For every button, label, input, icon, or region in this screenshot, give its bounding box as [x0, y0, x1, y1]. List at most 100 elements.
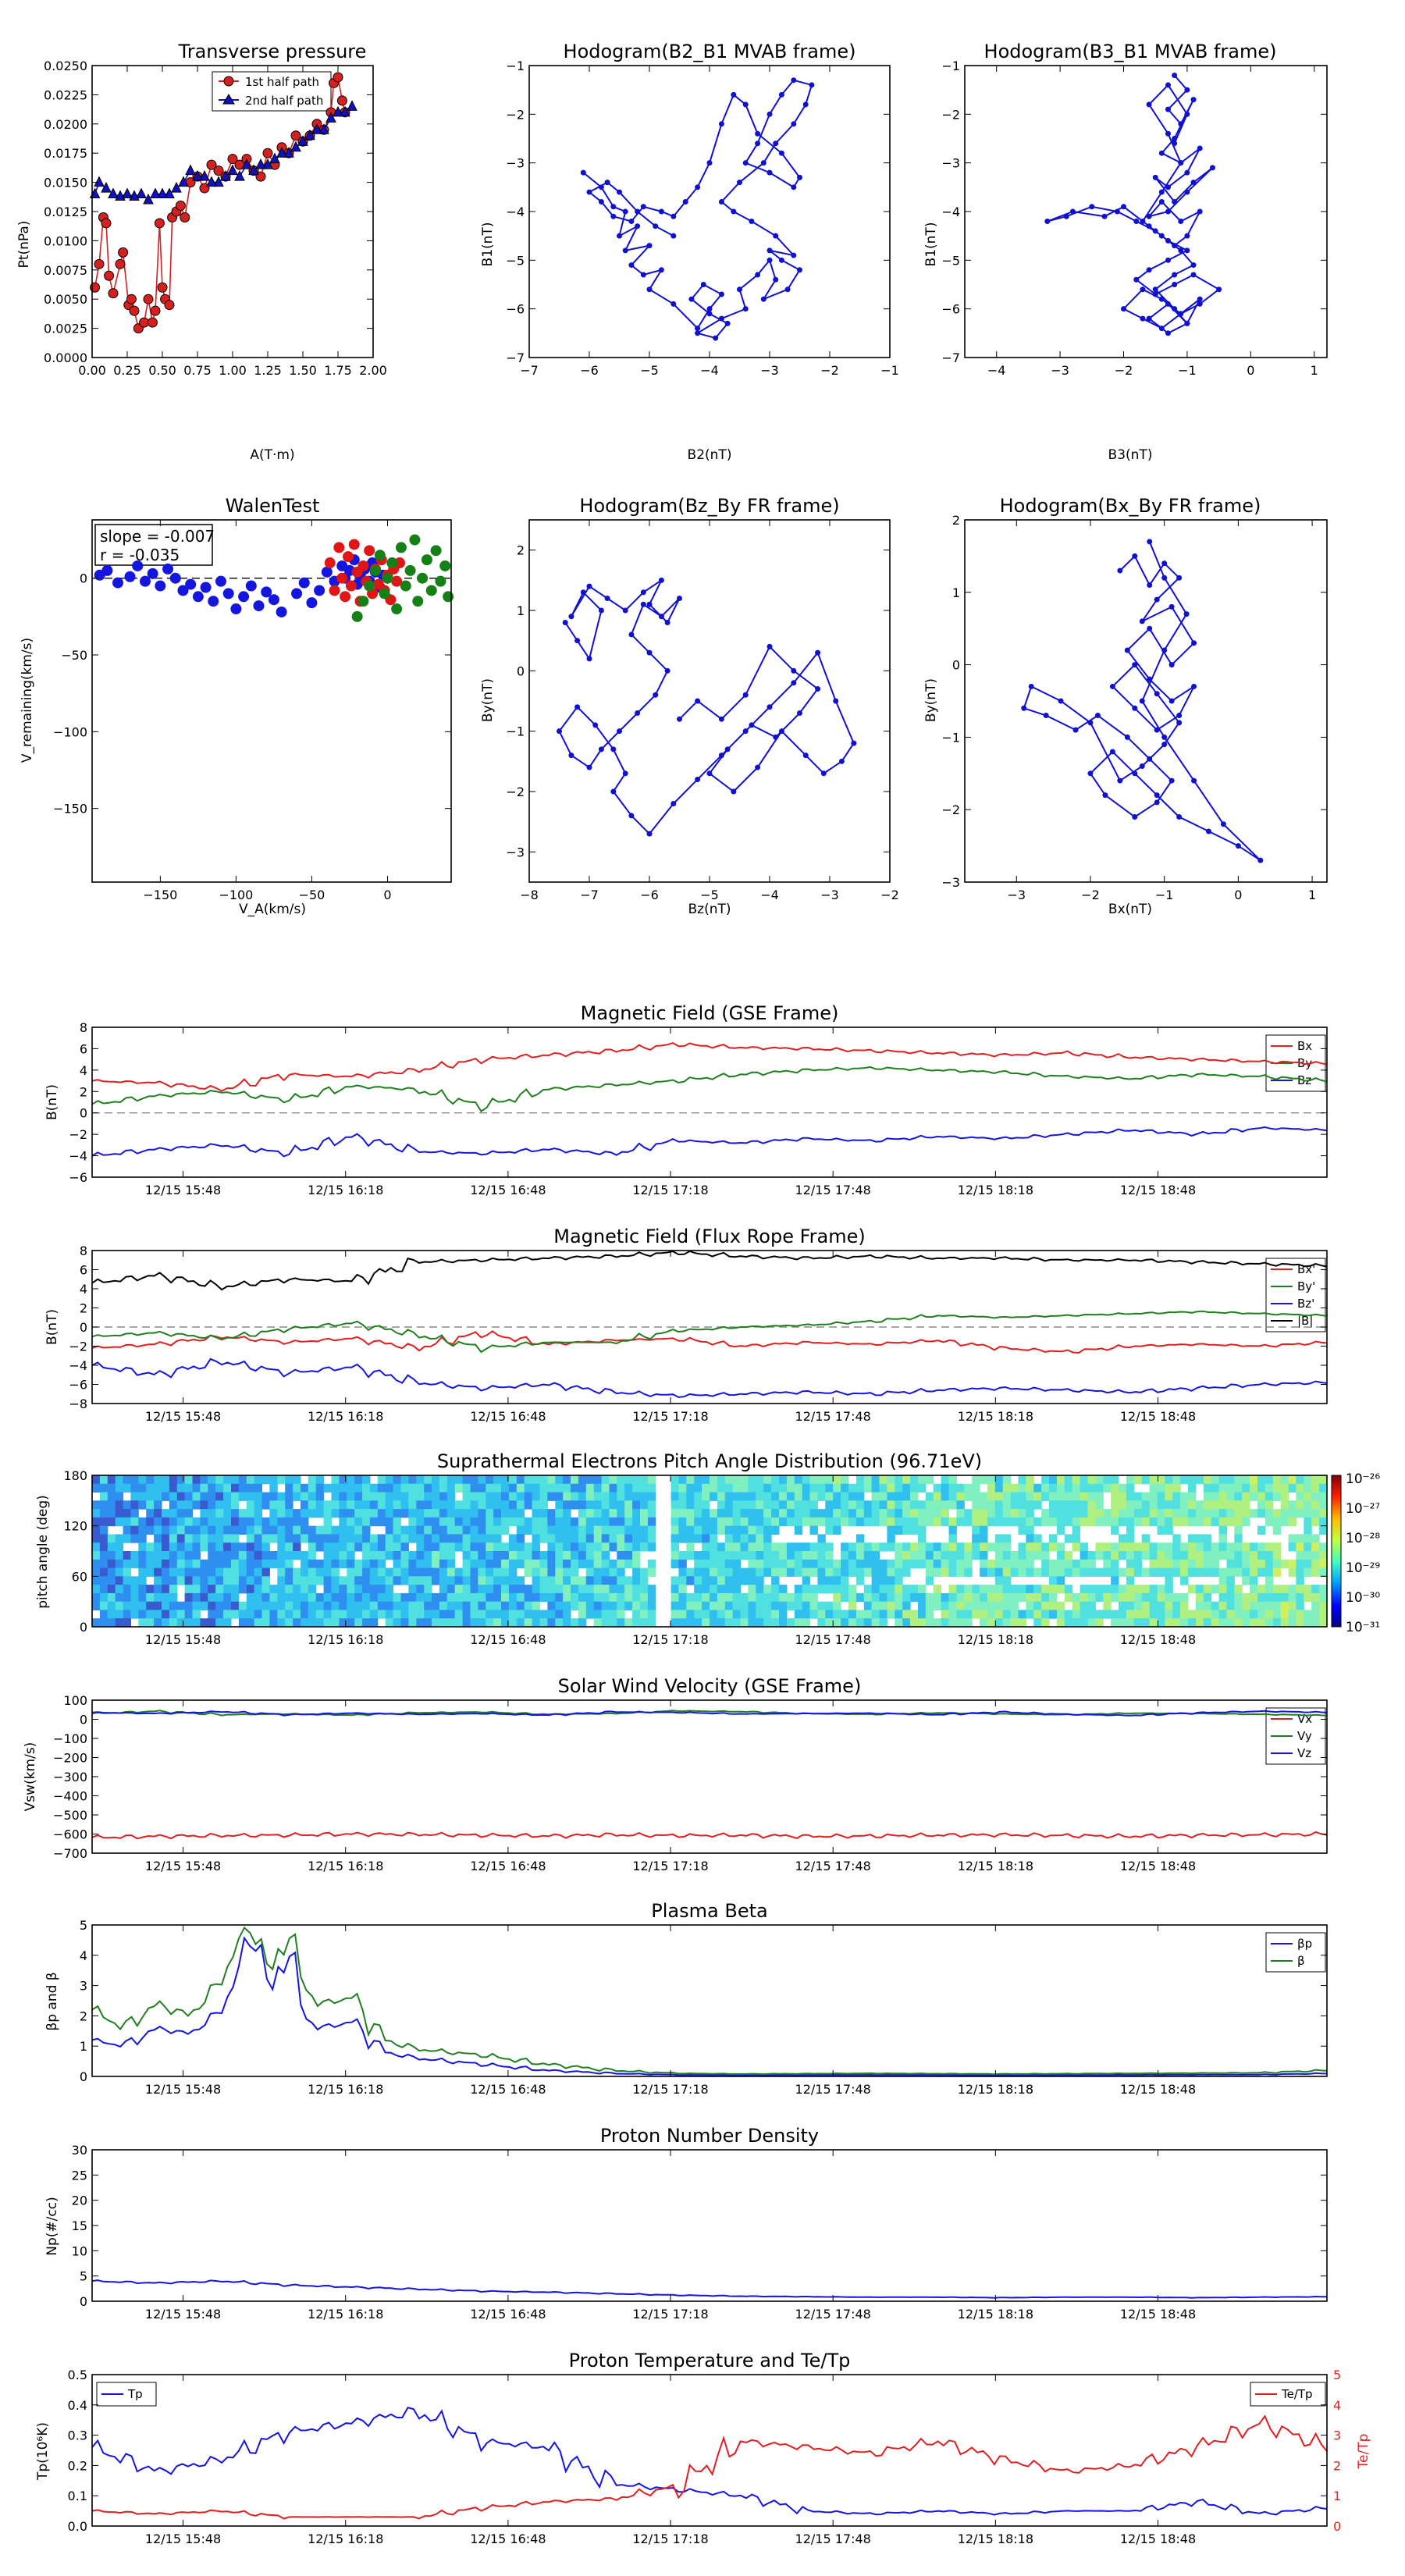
pad-cell: [362, 1567, 371, 1577]
mag-gse-ytick-label: 4: [80, 1063, 87, 1078]
pad-cell: [1141, 1610, 1151, 1619]
pad-cell: [724, 1517, 734, 1527]
hodo-b2-b1-point: [784, 286, 791, 293]
pad-cell: [246, 1610, 255, 1619]
pad-cell: [184, 1475, 193, 1485]
pad-cell: [1064, 1567, 1073, 1577]
pad-cell: [354, 1585, 363, 1594]
pad-cell: [1226, 1567, 1235, 1577]
hodo-b2-b1-point: [742, 160, 749, 166]
pad-cell: [293, 1517, 301, 1527]
pad-cell: [678, 1592, 687, 1603]
pad-cell: [115, 1483, 124, 1493]
pad-cell: [462, 1576, 471, 1585]
pad-cell: [362, 1576, 371, 1585]
pad-cell: [1319, 1601, 1328, 1610]
pad-cell: [454, 1610, 464, 1619]
pad-cell: [347, 1542, 355, 1552]
colorbar-label-27: 10⁻²⁷: [1346, 1501, 1380, 1517]
pad-cell: [493, 1509, 502, 1518]
pad-cell: [446, 1559, 456, 1569]
hodo-b3-b1-series-line: [1047, 74, 1221, 334]
pad-frame: [91, 1475, 1328, 1628]
pad-cell: [1211, 1551, 1220, 1560]
pad-cell: [702, 1592, 710, 1603]
pad-cell: [1049, 1610, 1058, 1619]
pad-cell: [1103, 1559, 1112, 1569]
pad-cell: [162, 1576, 170, 1585]
pad-cell: [408, 1551, 417, 1560]
hodo-b3-b1-xtick-label: −1: [1178, 363, 1197, 378]
pad-cell: [1026, 1492, 1034, 1501]
pad-cell: [964, 1483, 973, 1493]
transverse-pressure-point: [164, 300, 175, 311]
pad-cell: [771, 1567, 780, 1577]
hodo-b3-b1-xtick-label: 1: [1311, 363, 1318, 378]
pad-cell: [987, 1610, 996, 1619]
pad-cell: [1119, 1500, 1127, 1510]
pad-cell: [593, 1509, 603, 1518]
pad-cell: [617, 1576, 625, 1585]
pad-cell: [362, 1475, 371, 1485]
pad-cell: [462, 1542, 471, 1552]
pad-cell: [964, 1567, 973, 1577]
pad-cell: [400, 1492, 409, 1501]
pad-cell: [902, 1509, 911, 1518]
hodo-bz-by-point: [838, 758, 845, 764]
pad-cell: [208, 1567, 216, 1577]
pad-cell: [994, 1618, 1004, 1628]
pad-cell: [486, 1559, 494, 1569]
pad-cell: [331, 1601, 340, 1610]
pad-cell: [1264, 1542, 1274, 1552]
pad-cell: [470, 1592, 478, 1603]
hodo-b3-b1-point: [1146, 223, 1152, 229]
pad-cell: [1272, 1559, 1282, 1569]
pad-cell: [192, 1517, 201, 1527]
pad-cell: [571, 1601, 579, 1610]
transverse-pressure-point: [333, 105, 343, 117]
transverse-pressure-ytick-label: 0.0250: [44, 59, 87, 73]
pad-cell: [92, 1592, 101, 1603]
pad-cell: [1133, 1610, 1143, 1619]
pad-cell: [277, 1576, 286, 1585]
pad-cell: [1095, 1618, 1104, 1628]
mag-fr-xtick-label: 12/15 18:48: [1120, 1409, 1196, 1424]
hodo-b2-b1-xtick-label: −7: [520, 363, 539, 378]
pad-cell: [454, 1618, 464, 1628]
pad-cell: [756, 1542, 764, 1552]
pad-cell: [1180, 1551, 1189, 1560]
pad-cell: [748, 1542, 756, 1552]
pad-cell: [624, 1525, 633, 1535]
hodo-b3-b1-point: [1133, 276, 1140, 283]
pad-cell: [416, 1517, 425, 1527]
pad-cell: [578, 1500, 587, 1510]
hodo-b3-b1-point: [1184, 247, 1190, 254]
pad-cell: [617, 1585, 625, 1594]
transverse-pressure-xtick-label: 1.00: [219, 363, 247, 378]
pad-cell: [980, 1534, 988, 1543]
pad-cell: [424, 1483, 432, 1493]
pad-cell: [670, 1475, 679, 1485]
vsw-xtick-label: 12/15 15:48: [145, 1859, 221, 1873]
pad-cell: [1311, 1601, 1320, 1610]
pad-cell: [1226, 1475, 1235, 1485]
pad-cell: [794, 1551, 803, 1560]
pad-cell: [779, 1517, 788, 1527]
pad-cell: [1056, 1610, 1065, 1619]
pad-cell: [354, 1567, 363, 1577]
pad-cell: [841, 1576, 849, 1585]
pad-cell: [146, 1610, 155, 1619]
pad-cell: [956, 1500, 965, 1510]
pad-cell: [301, 1500, 309, 1510]
hodo-b3-b1-point: [1172, 306, 1178, 312]
pad-cell: [354, 1610, 363, 1619]
pad-cell: [593, 1483, 603, 1493]
pad-cell: [1002, 1509, 1012, 1518]
hodo-bx-by-point: [1154, 727, 1160, 733]
pad-cell: [1180, 1492, 1189, 1501]
pad-cell: [756, 1509, 764, 1518]
pad-cell: [786, 1542, 795, 1552]
pad-cell: [779, 1551, 788, 1560]
pad-cell: [99, 1534, 108, 1543]
pad-cell: [501, 1567, 510, 1577]
